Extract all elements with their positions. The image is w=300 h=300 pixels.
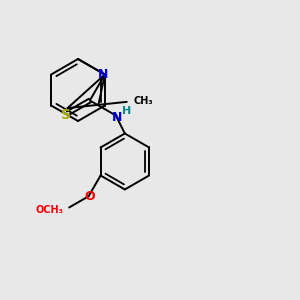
Text: H: H [122, 106, 131, 116]
Text: N: N [112, 111, 122, 124]
Text: OCH₃: OCH₃ [35, 205, 63, 214]
Text: S: S [61, 108, 71, 122]
Text: O: O [84, 190, 95, 203]
Text: N: N [98, 68, 108, 81]
Text: CH₃: CH₃ [134, 96, 153, 106]
